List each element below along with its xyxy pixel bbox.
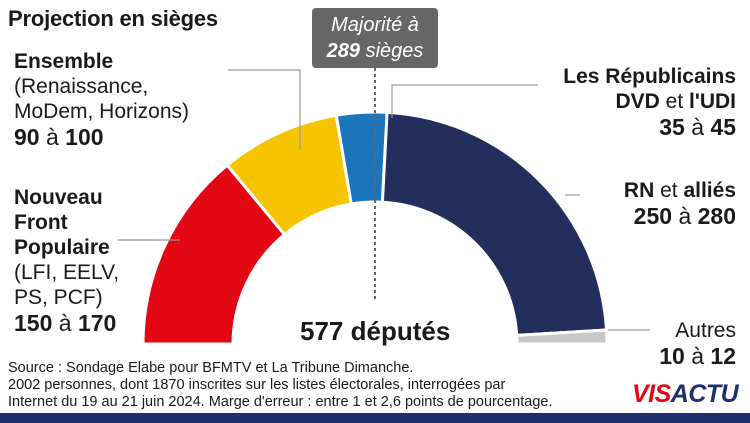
- ens-detail-2: MoDem, Horizons): [14, 100, 190, 123]
- nfp-range: 150 à 170: [14, 310, 117, 336]
- source-line-3: Internet du 19 au 21 juin 2024. Marge d'…: [8, 394, 553, 410]
- label-autres: Autres 10 à 12: [659, 318, 736, 370]
- bottom-bar: [0, 413, 750, 423]
- leader-lr: [391, 84, 538, 118]
- label-lr: Les Républicains DVD et l'UDI 35 à 45: [563, 65, 736, 140]
- nfp-detail-2: PS, PCF): [14, 286, 103, 309]
- majority-seats: 289: [326, 40, 360, 62]
- nfp-name-3: Populaire: [14, 236, 110, 259]
- autres-name: Autres: [675, 319, 736, 342]
- ens-name: Ensemble: [14, 50, 114, 73]
- arc-rn: [380, 110, 609, 337]
- nfp-name-1: Nouveau: [14, 186, 103, 209]
- nfp-name-2: Front: [14, 211, 68, 234]
- leader-ensemble: [228, 69, 301, 150]
- total-seats: 577 députés: [300, 316, 451, 346]
- nfp-detail-1: (LFI, EELV,: [14, 261, 120, 284]
- lr-range: 35 à 45: [659, 114, 736, 140]
- majority-line2: 289 sièges: [312, 38, 438, 64]
- label-ensemble: Ensemble (Renaissance, MoDem, Horizons) …: [14, 49, 189, 151]
- lr-name-1: Les Républicains: [563, 65, 736, 88]
- ens-detail-1: (Renaissance,: [14, 75, 149, 98]
- source-note: Source : Sondage Elabe pour BFMTV et La …: [8, 360, 628, 411]
- source-line-1: Source : Sondage Elabe pour BFMTV et La …: [8, 360, 414, 376]
- majority-line1: Majorité à: [331, 14, 419, 36]
- chart-title: Projection en sièges: [8, 6, 218, 31]
- arc-autres: [515, 328, 609, 346]
- ens-range: 90 à 100: [14, 124, 104, 150]
- visactu-logo: VISACTU: [632, 380, 739, 408]
- label-rn: RN et alliés 250 à 280: [623, 179, 736, 229]
- source-line-2: 2002 personnes, dont 1870 inscrites sur …: [8, 377, 506, 393]
- autres-range: 10 à 12: [659, 343, 736, 369]
- majority-unit: sièges: [365, 40, 424, 62]
- label-nfp: Nouveau Front Populaire (LFI, EELV, PS, …: [14, 185, 119, 337]
- majority-badge: Majorité à 289 sièges: [312, 8, 438, 68]
- rn-range: 250 à 280: [633, 203, 736, 229]
